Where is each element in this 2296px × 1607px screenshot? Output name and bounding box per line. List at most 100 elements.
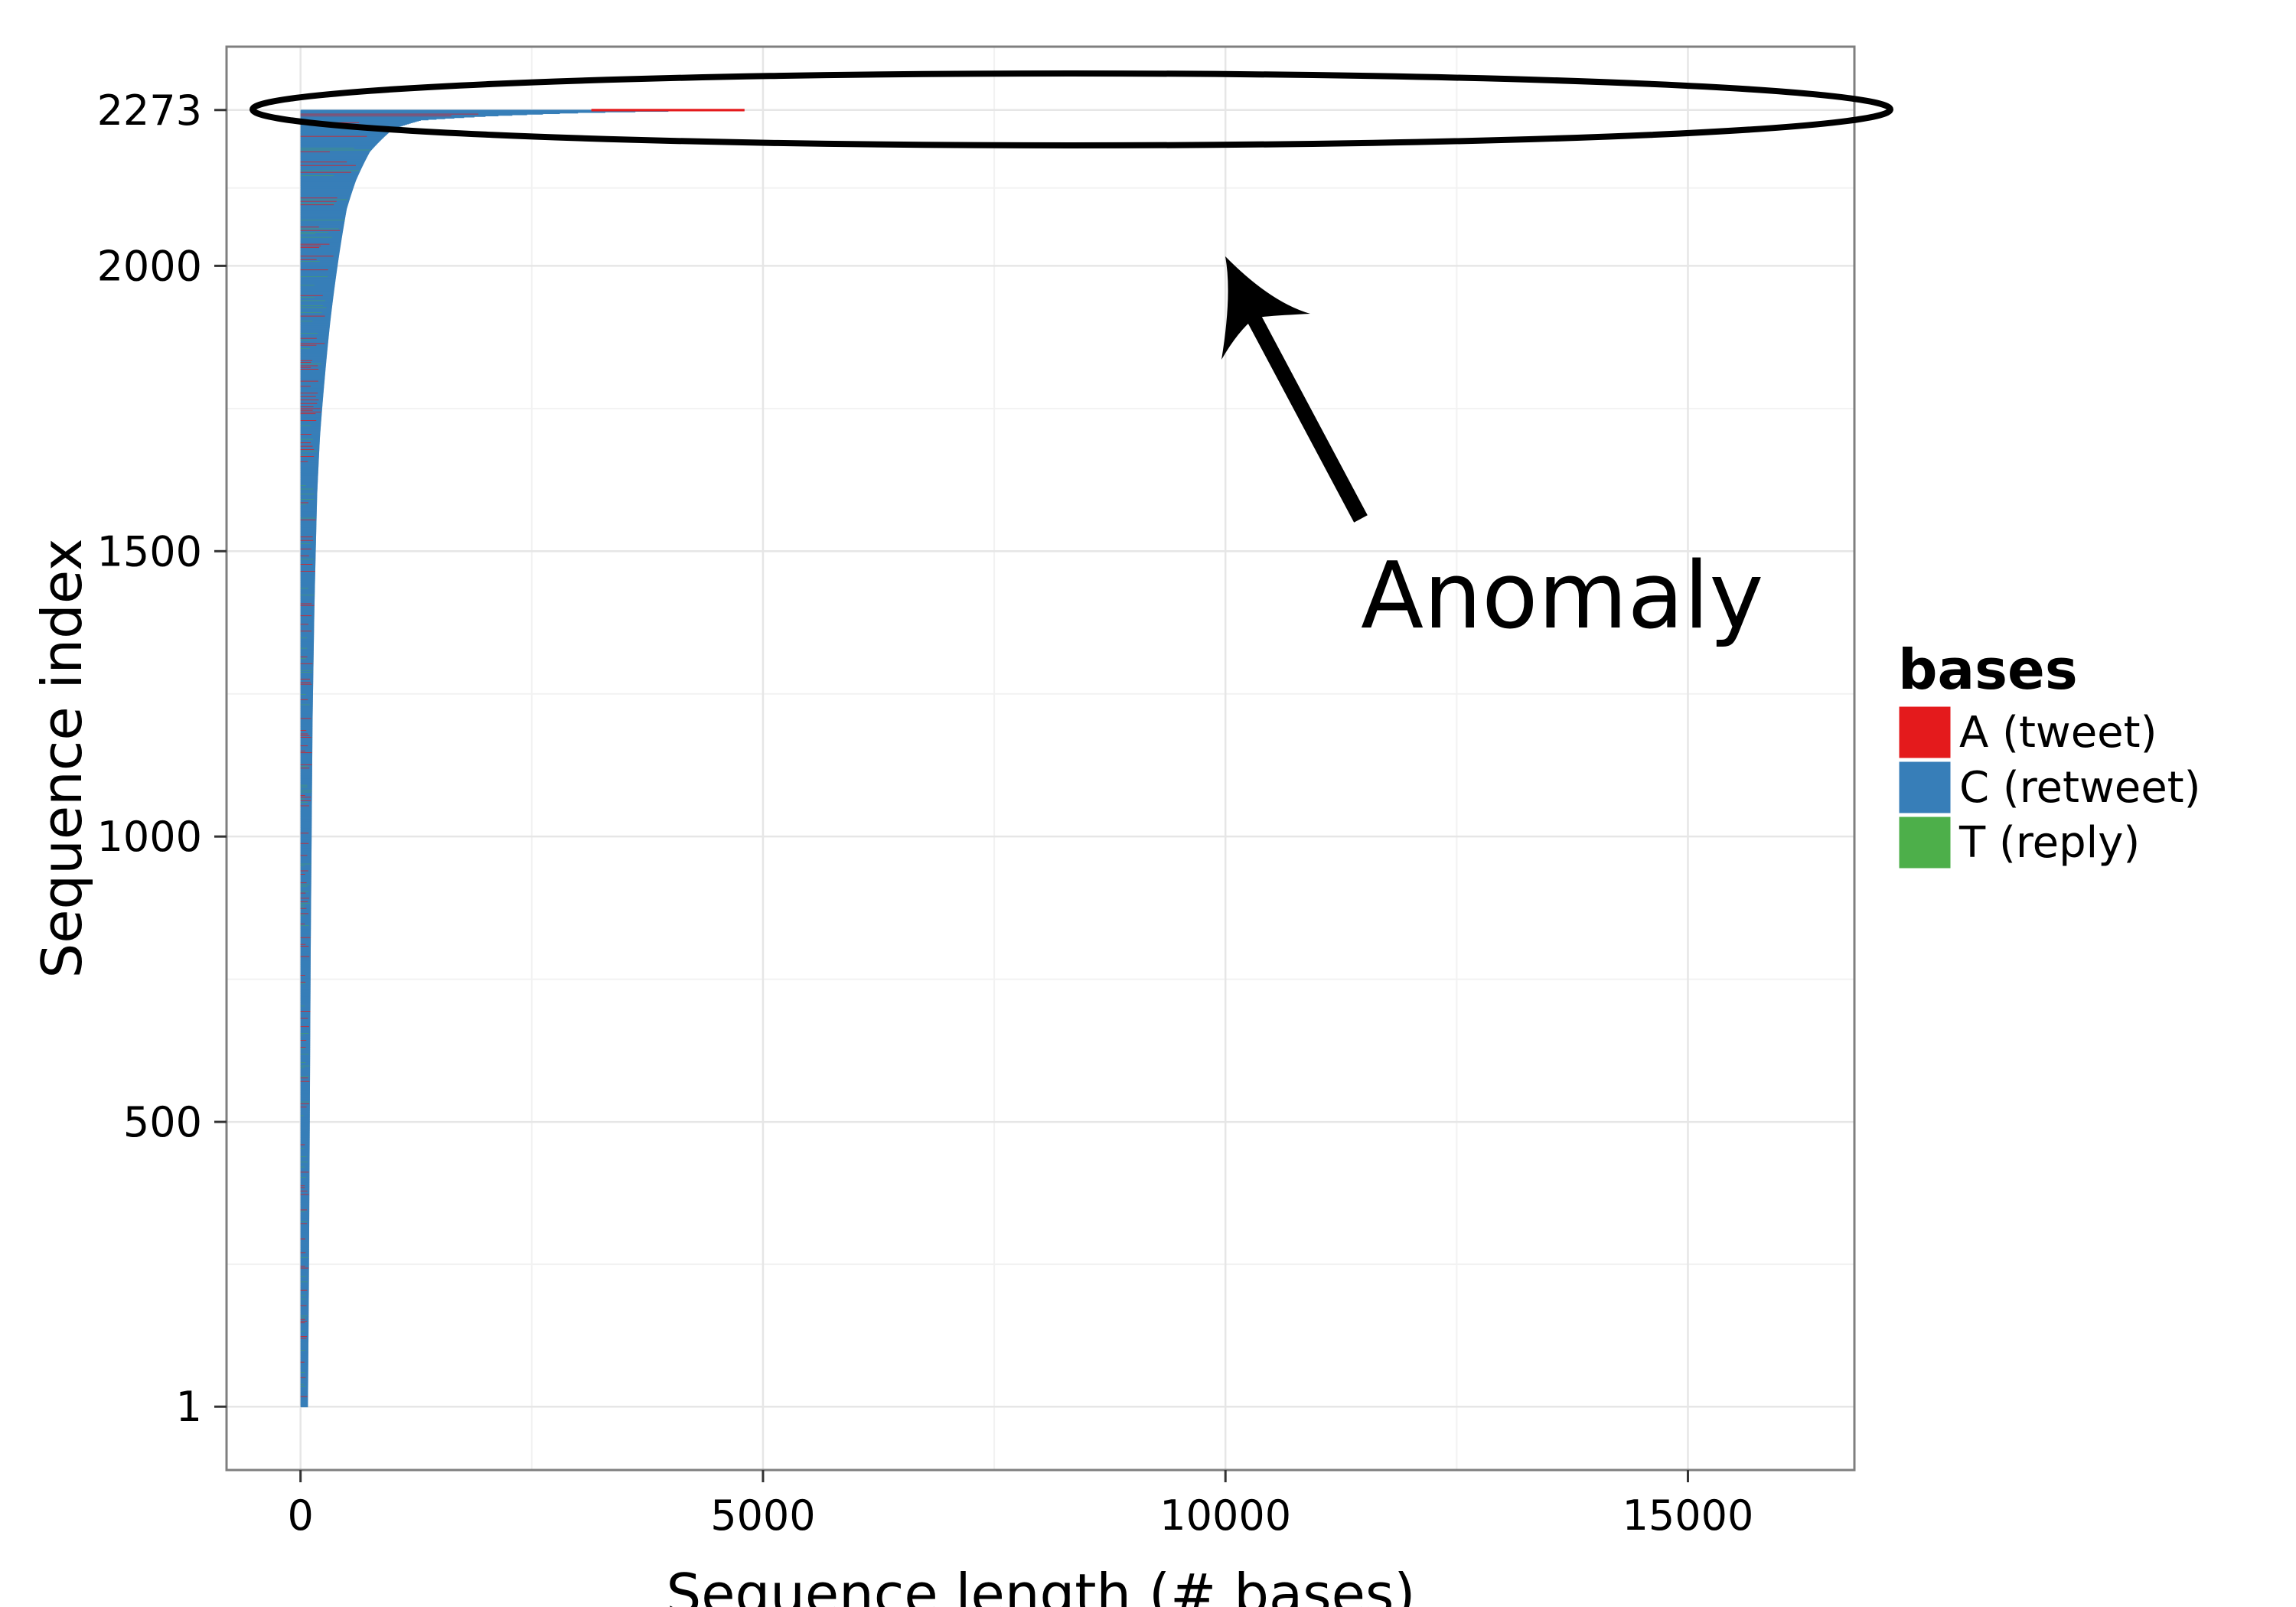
sequence-bar bbox=[300, 1046, 311, 1048]
sequence-bar bbox=[300, 180, 357, 181]
sequence-bar bbox=[300, 1000, 311, 1002]
tweet-base-stripe bbox=[300, 243, 330, 245]
sequence-bar bbox=[300, 844, 312, 846]
legend: bases A (tweet)C (retweet)T (reply) bbox=[1896, 637, 2200, 871]
sequence-bar bbox=[300, 341, 328, 344]
sequence-bar bbox=[300, 535, 317, 536]
sequence-bar bbox=[300, 194, 351, 196]
sequence-bar bbox=[300, 218, 345, 220]
sequence-bar bbox=[300, 903, 311, 905]
sequence-bar bbox=[300, 759, 312, 761]
sequence-bar bbox=[300, 271, 337, 272]
sequence-bar bbox=[300, 783, 312, 784]
sequence-bar bbox=[300, 722, 313, 724]
sequence-bar bbox=[300, 1052, 311, 1054]
sequence-bar bbox=[300, 1057, 311, 1058]
sequence-bar bbox=[300, 1279, 309, 1280]
reply-base-stripe bbox=[300, 1315, 308, 1317]
sequence-bar bbox=[300, 490, 318, 491]
sequence-bar bbox=[300, 503, 318, 504]
sequence-bar bbox=[300, 439, 320, 441]
sequence-bar bbox=[300, 958, 311, 960]
sequence-bar bbox=[300, 1036, 311, 1038]
sequence-bar bbox=[300, 885, 311, 887]
sequence-bar bbox=[300, 475, 318, 477]
sequence-bar bbox=[300, 174, 359, 175]
sequence-bar bbox=[300, 1254, 309, 1256]
sequence-bar bbox=[300, 692, 313, 693]
sequence-bar bbox=[300, 299, 334, 301]
sequence-bar bbox=[300, 318, 331, 319]
sequence-bar bbox=[300, 581, 315, 582]
sequence-bar bbox=[300, 743, 313, 745]
sequence-bar bbox=[300, 1258, 309, 1260]
sequence-bar bbox=[300, 240, 341, 243]
x-tick-label: 0 bbox=[288, 1491, 314, 1540]
sequence-bar bbox=[300, 171, 360, 173]
sequence-bar bbox=[300, 730, 313, 732]
sequence-bar bbox=[300, 256, 339, 258]
sequence-bar bbox=[300, 341, 328, 343]
sequence-bar bbox=[300, 396, 324, 398]
sequence-bar bbox=[300, 1199, 310, 1201]
sequence-bar bbox=[300, 1375, 308, 1377]
sequence-bar bbox=[300, 892, 311, 894]
sequence-bar bbox=[300, 1069, 311, 1071]
sequence-bar bbox=[300, 1227, 310, 1229]
sequence-bar bbox=[300, 923, 311, 924]
sequence-bar bbox=[300, 1183, 310, 1185]
sequence-bar bbox=[300, 1074, 311, 1075]
sequence-bar bbox=[300, 411, 322, 412]
sequence-bar bbox=[300, 415, 322, 416]
sequence-bar bbox=[300, 850, 312, 852]
sequence-bar bbox=[300, 1134, 310, 1136]
sequence-bar bbox=[300, 1079, 311, 1081]
sequence-bar bbox=[300, 143, 377, 145]
sequence-bar bbox=[300, 1326, 309, 1328]
sequence-bar bbox=[300, 398, 324, 399]
sequence-bar bbox=[300, 1039, 311, 1041]
sequence-bar bbox=[300, 1087, 310, 1089]
sequence-bar bbox=[300, 1148, 310, 1149]
sequence-bar bbox=[300, 977, 311, 979]
sequence-bar bbox=[300, 1090, 310, 1092]
tweet-base-stripe bbox=[300, 1322, 305, 1324]
sequence-bar bbox=[300, 726, 313, 728]
sequence-bar bbox=[300, 1392, 308, 1393]
sequence-bar bbox=[300, 929, 311, 931]
sequence-bar bbox=[300, 613, 315, 614]
reply-base-stripe bbox=[300, 1276, 307, 1277]
sequence-bar bbox=[300, 622, 315, 624]
reply-base-stripe bbox=[300, 517, 315, 519]
sequence-bar bbox=[300, 515, 317, 517]
sequence-bar bbox=[300, 894, 311, 895]
sequence-bar bbox=[300, 315, 331, 317]
sequence-bar bbox=[300, 999, 311, 1001]
sequence-bar bbox=[300, 235, 343, 236]
sequence-bar bbox=[300, 280, 336, 282]
sequence-bar bbox=[300, 880, 311, 882]
sequence-bar bbox=[300, 1263, 309, 1265]
sequence-bar bbox=[300, 433, 321, 435]
sequence-bar bbox=[300, 311, 332, 313]
sequence-bar bbox=[300, 1228, 309, 1230]
sequence-bar bbox=[300, 809, 312, 810]
reply-base-stripe bbox=[300, 488, 314, 490]
sequence-bar bbox=[300, 691, 314, 693]
sequence-bar bbox=[300, 285, 335, 287]
reply-base-stripe bbox=[300, 1148, 305, 1149]
sequence-bar bbox=[300, 491, 318, 493]
sequence-bar bbox=[300, 1002, 311, 1004]
sequence-bar bbox=[300, 1061, 311, 1062]
sequence-bar bbox=[300, 1084, 311, 1086]
sequence-bar bbox=[300, 1085, 311, 1087]
sequence-bar bbox=[300, 713, 313, 715]
sequence-bar bbox=[300, 303, 333, 305]
sequence-bar bbox=[300, 242, 341, 243]
sequence-bar bbox=[300, 308, 332, 310]
sequence-bar bbox=[300, 1201, 310, 1203]
tweet-base-stripe bbox=[300, 456, 315, 457]
sequence-bar bbox=[300, 325, 330, 327]
sequence-bar bbox=[300, 696, 313, 698]
anomaly-arrow-head bbox=[1221, 256, 1310, 360]
